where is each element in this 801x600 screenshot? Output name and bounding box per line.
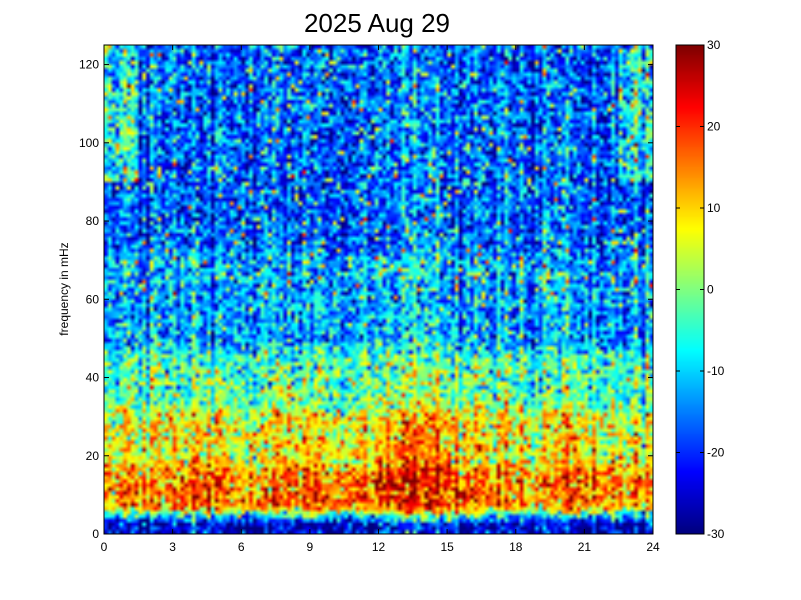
x-tick-label: 3: [169, 540, 176, 554]
colorbar-tick-label: 0: [707, 283, 714, 297]
x-tick-label: 0: [101, 540, 108, 554]
y-tick-label: 40: [86, 371, 100, 385]
colorbar-tick-label: 10: [707, 201, 721, 215]
spectrogram-heatmap: [104, 45, 653, 534]
colorbar: -30 -20 -10 0 10 20 30: [675, 38, 725, 541]
y-axis: 0 20 40 60 80 100 120: [79, 58, 653, 541]
x-tick-label: 15: [440, 540, 454, 554]
y-tick-label: 80: [86, 214, 100, 228]
colorbar-gradient: [676, 45, 704, 534]
x-tick-label: 18: [509, 540, 523, 554]
colorbar-tick-label: -20: [707, 446, 725, 460]
y-tick-label: 60: [86, 292, 100, 306]
x-tick-label: 9: [307, 540, 314, 554]
y-tick-label: 100: [79, 136, 99, 150]
y-tick-label: 20: [86, 449, 100, 463]
chart-title: 2025 Aug 29: [304, 8, 450, 38]
colorbar-tick-label: 30: [707, 38, 721, 52]
x-tick-label: 6: [238, 540, 245, 554]
colorbar-tick-label: -10: [707, 364, 725, 378]
spectrogram-plot-area: [103, 44, 654, 535]
x-tick-label: 21: [578, 540, 592, 554]
x-axis: 0 3 6 9 12 15 18 21 24: [101, 45, 660, 554]
y-axis-label: frequency in mHz: [57, 242, 71, 335]
x-tick-label: 24: [646, 540, 660, 554]
x-tick-label: 12: [372, 540, 386, 554]
colorbar-tick-label: 20: [707, 120, 721, 134]
y-tick-label: 120: [79, 58, 99, 72]
colorbar-tick-label: -30: [707, 527, 725, 541]
y-tick-label: 0: [92, 527, 99, 541]
colorbar-ticks: -30 -20 -10 0 10 20 30: [676, 38, 725, 541]
